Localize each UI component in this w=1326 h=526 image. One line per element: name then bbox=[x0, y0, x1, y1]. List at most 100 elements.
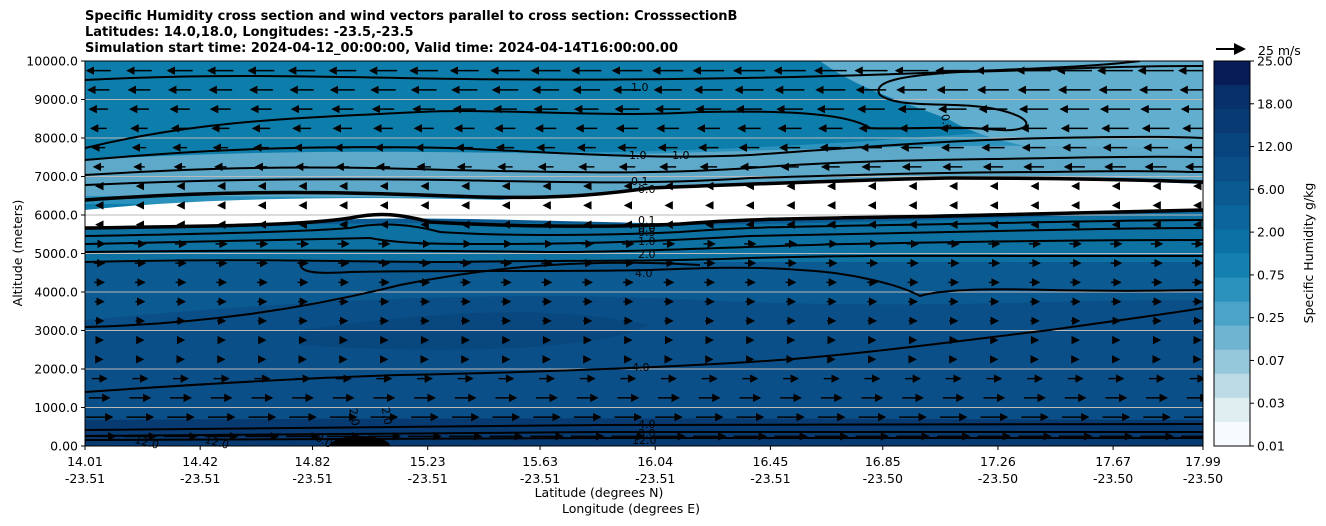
x-tick-label-lon: -23.51 bbox=[750, 471, 790, 486]
contour-line bbox=[85, 430, 1203, 437]
colorbar-tick-label: 0.01 bbox=[1257, 439, 1285, 454]
colorbar-label: Specific Humidity g/kg bbox=[1301, 183, 1316, 324]
y-axis-label: Altitude (meters) bbox=[10, 200, 25, 307]
contour-line bbox=[85, 227, 1203, 246]
colorbar-swatch bbox=[1214, 133, 1250, 158]
x-axis-label-lon: Longitude (degrees E) bbox=[562, 501, 700, 516]
x-tick-label-lon: -23.51 bbox=[292, 471, 332, 486]
colorbar-swatch bbox=[1214, 301, 1250, 327]
colorbar-tick-label: 0.25 bbox=[1257, 310, 1285, 325]
contour-label: 12.0 bbox=[632, 434, 657, 447]
contour-label: 2.0 bbox=[379, 406, 395, 425]
contour-line bbox=[85, 423, 1203, 431]
x-tick-label-lat: 15.23 bbox=[410, 454, 446, 469]
quiver-key-label: 25 m/s bbox=[1258, 43, 1301, 58]
plot-area bbox=[85, 61, 1203, 446]
x-tick-label-lat: 17.26 bbox=[980, 454, 1016, 469]
contour-label: 2.0 bbox=[638, 248, 656, 261]
colorbar-swatch bbox=[1214, 205, 1250, 230]
contour-line bbox=[85, 155, 1203, 176]
y-tick-label: 9000.0 bbox=[34, 92, 78, 107]
contour-label: 0.0 bbox=[638, 183, 656, 196]
x-tick-label-lon: -23.50 bbox=[1183, 471, 1223, 486]
title-line-1: Specific Humidity cross section and wind… bbox=[85, 9, 738, 24]
x-tick-label-lon: -23.51 bbox=[520, 471, 560, 486]
x-tick-label-lon: -23.51 bbox=[408, 471, 448, 486]
x-tick-label-lat: 14.82 bbox=[295, 454, 331, 469]
y-tick-label: 0.00 bbox=[50, 439, 78, 454]
contour-label: 4.0 bbox=[635, 267, 653, 280]
colorbar-swatch bbox=[1214, 157, 1250, 182]
contour-line bbox=[85, 176, 1203, 202]
y-tick-label: 3000.0 bbox=[34, 323, 78, 338]
x-tick-label-lat: 16.45 bbox=[753, 454, 789, 469]
colorbar-swatch bbox=[1214, 421, 1250, 447]
x-tick-label-lat: 16.85 bbox=[865, 454, 901, 469]
y-tick-label: 5000.0 bbox=[34, 246, 78, 261]
x-tick-label-lat: 16.04 bbox=[637, 454, 673, 469]
colorbar-frame bbox=[1213, 60, 1251, 447]
contour-line bbox=[85, 135, 1203, 161]
contour-label: 1.0 bbox=[638, 235, 656, 248]
x-axis-label-lat: Latitude (degrees N) bbox=[535, 485, 664, 500]
colorbar: 25.00 18.00 12.00 6.00 2.00 0.75 0.25 0.07 0.03 0… bbox=[1214, 54, 1293, 454]
x-tick-label-lat: 17.99 bbox=[1185, 454, 1221, 469]
contour-line bbox=[85, 219, 1203, 237]
y-tick-label: 4000.0 bbox=[34, 285, 78, 300]
x-tick-label-lat: 14.01 bbox=[67, 454, 103, 469]
wind-vectors bbox=[85, 66, 1203, 441]
colorbar-swatch bbox=[1214, 277, 1250, 303]
colorbar-tick-label: 2.00 bbox=[1257, 225, 1285, 240]
y-tick-label: 7000.0 bbox=[34, 169, 78, 184]
x-tick-label-lat: 14.42 bbox=[182, 454, 218, 469]
colorbar-swatch bbox=[1214, 349, 1250, 375]
x-axis: 14.01 -23.51 14.42 -23.51 14.82 -23.51 15.23 -2… bbox=[65, 446, 1223, 486]
band-dry-top-right bbox=[820, 61, 1203, 160]
contour-line bbox=[85, 239, 1203, 254]
colorbar-swatch bbox=[1214, 397, 1250, 423]
contour-label: 4.0 bbox=[638, 418, 656, 431]
colorbar-tick-label: 25.00 bbox=[1257, 54, 1293, 69]
contour-label: 1.0 bbox=[631, 81, 649, 94]
colorbar-swatch bbox=[1214, 61, 1250, 86]
y-tick-label: 6000.0 bbox=[34, 208, 78, 223]
y-axis: 0.00 1000.0 2000.0 3000.0 4000.0 5000.0 6000.0… bbox=[26, 54, 85, 454]
x-tick-label-lon: -23.51 bbox=[180, 471, 220, 486]
colorbar-tick-label: 12.00 bbox=[1257, 139, 1293, 154]
contour-line bbox=[85, 307, 1203, 393]
contour-line bbox=[85, 208, 1203, 230]
y-tick-label: 2000.0 bbox=[34, 362, 78, 377]
contour-label: 8.0 bbox=[638, 427, 656, 440]
colorbar-tick-label: 0.03 bbox=[1257, 396, 1285, 411]
colorbar-tick-label: 0.75 bbox=[1257, 267, 1285, 282]
contour-label: 0.0 bbox=[638, 222, 656, 235]
colorbar-swatch bbox=[1214, 373, 1250, 399]
contour-label: 12.0 bbox=[203, 433, 230, 452]
x-tick-label-lat: 17.67 bbox=[1095, 454, 1131, 469]
colorbar-swatch bbox=[1214, 85, 1250, 110]
quiver-key: 25 m/s bbox=[1216, 43, 1301, 58]
chart-title: Specific Humidity cross section and wind… bbox=[85, 9, 737, 57]
contour-label: 0.1 bbox=[631, 175, 649, 188]
colorbar-swatch bbox=[1214, 229, 1250, 254]
colorbar-swatch bbox=[1214, 181, 1250, 206]
y-tick-label: 8000.0 bbox=[34, 131, 78, 146]
x-tick-label-lon: -23.50 bbox=[978, 471, 1018, 486]
x-tick-label-lon: -23.50 bbox=[1093, 471, 1133, 486]
contour-label: 1.0 bbox=[629, 149, 647, 162]
contour-label: 0.1 bbox=[638, 214, 656, 227]
contour-label: 0.5 bbox=[938, 113, 954, 132]
contour-label: 12.0 bbox=[133, 433, 160, 452]
colorbar-tick-label: 0.07 bbox=[1257, 353, 1285, 368]
contour-label: 1.0 bbox=[672, 149, 690, 162]
title-line-3: Simulation start time: 2024-04-12_00:00:… bbox=[85, 41, 678, 56]
colorbar-swatch bbox=[1214, 253, 1250, 279]
colorbar-swatch bbox=[1214, 325, 1250, 351]
contour-lines bbox=[85, 61, 1203, 441]
contour-line bbox=[85, 61, 1141, 81]
x-tick-label-lon: -23.50 bbox=[863, 471, 903, 486]
contour-line bbox=[299, 261, 1203, 298]
x-tick-label-lon: -23.51 bbox=[65, 471, 105, 486]
colorbar-tick-label: 18.00 bbox=[1257, 96, 1293, 111]
